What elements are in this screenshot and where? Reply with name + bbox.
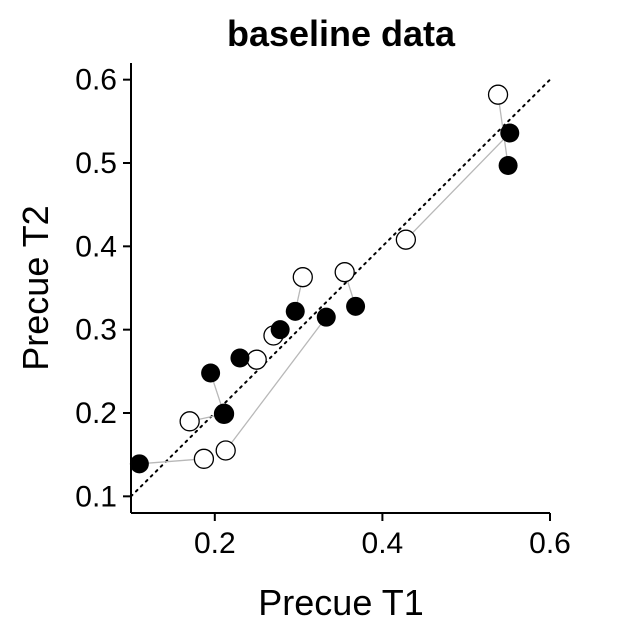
filled-point	[498, 156, 518, 175]
pair-connector	[405, 132, 511, 241]
x-axis-label: Precue T1	[258, 582, 423, 623]
x-tick-label: 0.4	[362, 527, 404, 560]
open-point	[179, 411, 200, 432]
pair-connector	[139, 458, 204, 465]
open-point	[246, 349, 267, 370]
filled-point	[201, 363, 221, 383]
open-point	[487, 84, 509, 105]
x-tick-label: 0.2	[194, 527, 236, 560]
open-point	[395, 229, 417, 250]
plot-area: 0.2 0.4 0.6 0.1 0.2 0.3 0.4 0.5 0.6	[75, 63, 571, 560]
filled-point	[230, 348, 250, 368]
y-tick-label: 0.6	[75, 64, 117, 97]
filled-point	[316, 307, 336, 327]
open-point	[193, 448, 215, 469]
y-tick-label: 0.3	[75, 314, 117, 347]
filled-point	[346, 296, 366, 316]
filled-point	[270, 320, 290, 340]
open-point	[334, 262, 355, 283]
chart-title: baseline data	[227, 13, 456, 54]
x-tick-label: 0.6	[529, 527, 571, 560]
open-point	[292, 267, 313, 288]
open-point	[215, 440, 236, 461]
y-tick-label: 0.2	[75, 397, 117, 430]
y-axis-label: Precue T2	[15, 205, 56, 370]
pair-connector	[225, 316, 327, 451]
y-tick-label: 0.1	[75, 480, 117, 513]
y-tick-label: 0.5	[75, 147, 117, 180]
filled-point	[500, 123, 520, 143]
filled-point	[129, 454, 149, 474]
filled-point	[285, 301, 305, 321]
filled-point	[214, 404, 234, 424]
identity-reference-line	[130, 78, 551, 498]
y-tick-label: 0.4	[75, 230, 117, 263]
